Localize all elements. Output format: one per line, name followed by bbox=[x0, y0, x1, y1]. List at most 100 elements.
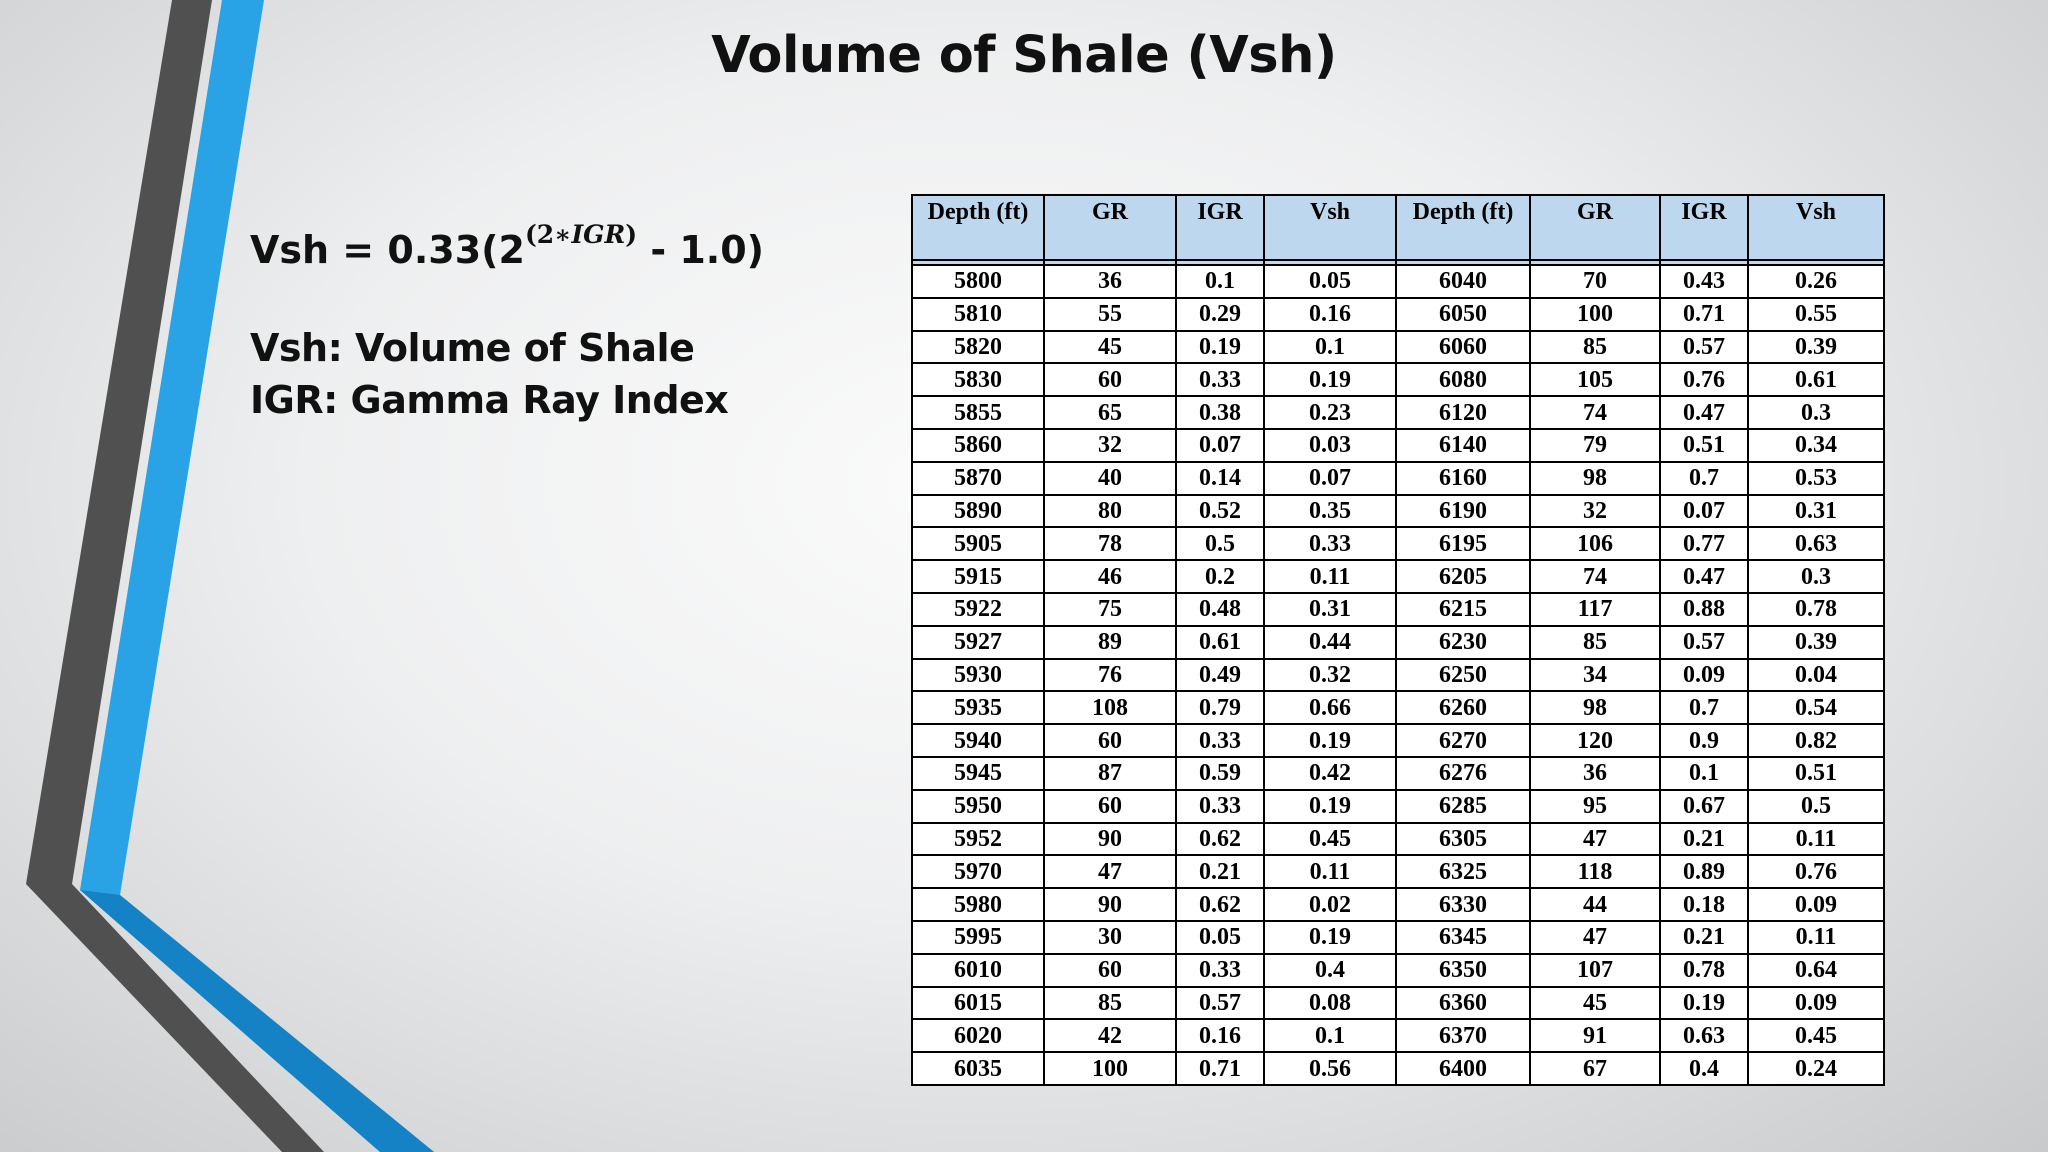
cell-igr-2: 0.4 bbox=[1659, 1051, 1749, 1086]
cell-depth-1: 5890 bbox=[911, 493, 1045, 529]
cell-vsh-1: 0.56 bbox=[1263, 1051, 1397, 1086]
cell-depth-1: 5935 bbox=[911, 690, 1045, 726]
cell-gr-1: 46 bbox=[1043, 559, 1177, 594]
exponent-variable: IGR bbox=[571, 220, 626, 249]
header-spacer-row bbox=[911, 259, 1885, 266]
cell-depth-1: 5922 bbox=[911, 591, 1045, 627]
cell-gr-1: 75 bbox=[1043, 591, 1177, 627]
cell-igr-2: 0.88 bbox=[1659, 591, 1749, 627]
cell-depth-2: 6370 bbox=[1395, 1018, 1531, 1054]
cell-vsh-2: 0.45 bbox=[1747, 1018, 1885, 1054]
table-row: 5860 32 0.07 0.03 6140 79 0.51 0.34 bbox=[911, 427, 1885, 463]
cell-depth-2: 6080 bbox=[1395, 362, 1531, 398]
cell-vsh-2: 0.24 bbox=[1747, 1051, 1885, 1086]
cell-vsh-2: 0.54 bbox=[1747, 690, 1885, 726]
cell-depth-2: 6270 bbox=[1395, 723, 1531, 758]
cell-vsh-2: 0.5 bbox=[1747, 788, 1885, 824]
cell-vsh-1: 0.11 bbox=[1263, 854, 1397, 890]
cell-vsh-1: 0.19 bbox=[1263, 723, 1397, 758]
table-row: 6020 42 0.16 0.1 6370 91 0.63 0.45 bbox=[911, 1018, 1885, 1054]
cell-depth-2: 6120 bbox=[1395, 395, 1531, 430]
cell-gr-1: 78 bbox=[1043, 526, 1177, 562]
cell-vsh-2: 0.09 bbox=[1747, 887, 1885, 922]
cell-gr-2: 79 bbox=[1529, 427, 1661, 463]
cell-vsh-1: 0.31 bbox=[1263, 591, 1397, 627]
cell-igr-2: 0.07 bbox=[1659, 493, 1749, 529]
cell-depth-1: 5870 bbox=[911, 460, 1045, 496]
cell-igr-2: 0.43 bbox=[1659, 264, 1749, 299]
cell-vsh-2: 0.61 bbox=[1747, 362, 1885, 398]
cell-vsh-2: 0.82 bbox=[1747, 723, 1885, 758]
cell-gr-2: 106 bbox=[1529, 526, 1661, 562]
cell-vsh-1: 0.08 bbox=[1263, 985, 1397, 1021]
cell-depth-2: 6400 bbox=[1395, 1051, 1531, 1086]
cell-gr-1: 90 bbox=[1043, 887, 1177, 922]
table-row: 6010 60 0.33 0.4 6350 107 0.78 0.64 bbox=[911, 952, 1885, 988]
cell-igr-1: 0.59 bbox=[1175, 755, 1265, 791]
header-igr-1: IGR bbox=[1175, 194, 1265, 261]
cell-vsh-1: 0.45 bbox=[1263, 821, 1397, 857]
cell-gr-1: 65 bbox=[1043, 395, 1177, 430]
header-depth-2: Depth (ft) bbox=[1395, 194, 1531, 261]
cell-gr-2: 44 bbox=[1529, 887, 1661, 922]
cell-igr-2: 0.77 bbox=[1659, 526, 1749, 562]
cell-vsh-1: 0.44 bbox=[1263, 624, 1397, 660]
cell-vsh-1: 0.4 bbox=[1263, 952, 1397, 988]
cell-igr-1: 0.79 bbox=[1175, 690, 1265, 726]
cell-depth-2: 6190 bbox=[1395, 493, 1531, 529]
cell-depth-2: 6345 bbox=[1395, 919, 1531, 955]
cell-igr-1: 0.52 bbox=[1175, 493, 1265, 529]
cell-igr-1: 0.48 bbox=[1175, 591, 1265, 627]
table-row: 5830 60 0.33 0.19 6080 105 0.76 0.61 bbox=[911, 362, 1885, 398]
cell-vsh-2: 0.39 bbox=[1747, 329, 1885, 365]
table-row: 6015 85 0.57 0.08 6360 45 0.19 0.09 bbox=[911, 985, 1885, 1021]
cell-gr-1: 60 bbox=[1043, 723, 1177, 758]
cell-vsh-1: 0.23 bbox=[1263, 395, 1397, 430]
cell-igr-2: 0.7 bbox=[1659, 690, 1749, 726]
cell-igr-2: 0.09 bbox=[1659, 657, 1749, 693]
exponent-close: ) bbox=[625, 220, 638, 249]
formula-suffix: - 1.0) bbox=[637, 228, 765, 272]
cell-gr-1: 40 bbox=[1043, 460, 1177, 496]
cell-igr-1: 0.21 bbox=[1175, 854, 1265, 890]
cell-vsh-2: 0.09 bbox=[1747, 985, 1885, 1021]
cell-depth-2: 6276 bbox=[1395, 755, 1531, 791]
cell-vsh-2: 0.64 bbox=[1747, 952, 1885, 988]
cell-igr-2: 0.19 bbox=[1659, 985, 1749, 1021]
page-title: Volume of Shale (Vsh) bbox=[711, 26, 1337, 85]
header-vsh-2: Vsh bbox=[1747, 194, 1885, 261]
cell-vsh-2: 0.53 bbox=[1747, 460, 1885, 496]
cell-gr-2: 47 bbox=[1529, 821, 1661, 857]
cell-gr-2: 98 bbox=[1529, 460, 1661, 496]
cell-igr-1: 0.57 bbox=[1175, 985, 1265, 1021]
cell-vsh-2: 0.3 bbox=[1747, 559, 1885, 594]
cell-vsh-1: 0.32 bbox=[1263, 657, 1397, 693]
table-row: 5922 75 0.48 0.31 6215 117 0.88 0.78 bbox=[911, 591, 1885, 627]
cell-vsh-1: 0.02 bbox=[1263, 887, 1397, 922]
cell-igr-2: 0.76 bbox=[1659, 362, 1749, 398]
cell-gr-2: 85 bbox=[1529, 329, 1661, 365]
table-row: 5980 90 0.62 0.02 6330 44 0.18 0.09 bbox=[911, 887, 1885, 922]
cell-gr-2: 70 bbox=[1529, 264, 1661, 299]
cell-igr-2: 0.21 bbox=[1659, 821, 1749, 857]
table-row: 5820 45 0.19 0.1 6060 85 0.57 0.39 bbox=[911, 329, 1885, 365]
cell-depth-2: 6215 bbox=[1395, 591, 1531, 627]
cell-depth-1: 6020 bbox=[911, 1018, 1045, 1054]
cell-gr-1: 36 bbox=[1043, 264, 1177, 299]
cell-igr-1: 0.33 bbox=[1175, 952, 1265, 988]
cell-depth-1: 5950 bbox=[911, 788, 1045, 824]
cell-depth-1: 5855 bbox=[911, 395, 1045, 430]
definition-igr: IGR: Gamma Ray Index bbox=[250, 378, 729, 422]
cell-vsh-1: 0.07 bbox=[1263, 460, 1397, 496]
table-row: 5995 30 0.05 0.19 6345 47 0.21 0.11 bbox=[911, 919, 1885, 955]
table-row: 5927 89 0.61 0.44 6230 85 0.57 0.39 bbox=[911, 624, 1885, 660]
table-row: 5800 36 0.1 0.05 6040 70 0.43 0.26 bbox=[911, 264, 1885, 299]
cell-gr-2: 32 bbox=[1529, 493, 1661, 529]
cell-gr-2: 118 bbox=[1529, 854, 1661, 890]
cell-vsh-1: 0.16 bbox=[1263, 296, 1397, 332]
table-row: 6035 100 0.71 0.56 6400 67 0.4 0.24 bbox=[911, 1051, 1885, 1086]
cell-vsh-1: 0.42 bbox=[1263, 755, 1397, 791]
cell-depth-1: 5952 bbox=[911, 821, 1045, 857]
cell-depth-2: 6060 bbox=[1395, 329, 1531, 365]
cell-vsh-2: 0.55 bbox=[1747, 296, 1885, 332]
